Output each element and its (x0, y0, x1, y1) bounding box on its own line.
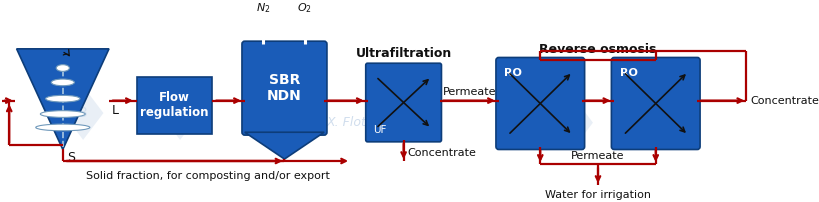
Text: Concentrate: Concentrate (749, 96, 818, 106)
Text: Flow
regulation: Flow regulation (140, 91, 209, 119)
Text: 3: 3 (175, 106, 184, 120)
Text: S: S (67, 151, 75, 164)
Polygon shape (63, 86, 103, 140)
Ellipse shape (46, 95, 80, 102)
Text: Ultrafiltration: Ultrafiltration (355, 47, 451, 60)
Text: 3: 3 (664, 116, 673, 130)
Text: RO: RO (619, 68, 637, 78)
Text: RO: RO (504, 68, 522, 78)
Text: $N_2$: $N_2$ (256, 1, 270, 15)
Polygon shape (160, 86, 200, 140)
FancyBboxPatch shape (495, 58, 584, 149)
Text: Solid fraction, for composting and/or export: Solid fraction, for composting and/or ex… (86, 170, 329, 181)
Text: SBR
NDN: SBR NDN (267, 73, 301, 103)
Text: Reverse osmosis: Reverse osmosis (539, 43, 656, 56)
Ellipse shape (40, 111, 85, 117)
FancyBboxPatch shape (242, 41, 327, 135)
Polygon shape (244, 132, 324, 159)
FancyBboxPatch shape (137, 77, 212, 134)
Text: 3: 3 (79, 106, 88, 120)
Ellipse shape (36, 124, 90, 131)
Text: L: L (111, 104, 119, 117)
Text: X. Flotats: X. Flotats (326, 116, 385, 129)
Polygon shape (649, 96, 689, 149)
Polygon shape (552, 96, 592, 149)
Text: 3: 3 (568, 116, 577, 130)
FancyBboxPatch shape (611, 58, 699, 149)
Text: Water for irrigation: Water for irrigation (545, 190, 650, 200)
Text: 3: 3 (300, 111, 309, 125)
Ellipse shape (57, 65, 70, 71)
Text: Permeate: Permeate (571, 151, 624, 161)
Polygon shape (284, 91, 324, 145)
Polygon shape (16, 49, 109, 149)
Text: Concentrate: Concentrate (407, 148, 476, 158)
Ellipse shape (52, 79, 75, 86)
FancyBboxPatch shape (365, 63, 441, 142)
Text: UF: UF (373, 125, 386, 135)
Text: Permeate: Permeate (442, 87, 495, 97)
Text: $O_2$: $O_2$ (297, 1, 312, 15)
